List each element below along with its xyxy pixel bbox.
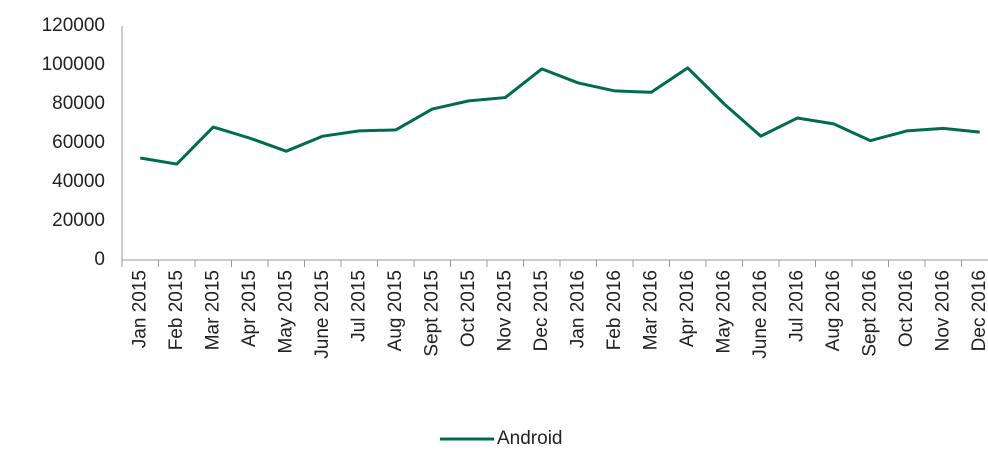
y-tick-label: 40000	[52, 171, 105, 192]
y-tick-label: 20000	[52, 210, 105, 231]
line-series	[140, 66, 980, 166]
x-tick-label: Nov 2015	[494, 270, 515, 351]
x-tick-label: May 2016	[713, 270, 734, 353]
x-tick-label: Apr 2015	[239, 270, 260, 347]
x-tick-label: June 2016	[750, 270, 771, 359]
x-tick-label: Dec 2015	[531, 270, 552, 351]
x-tick-label: Oct 2016	[896, 270, 917, 347]
x-tick-label: Mar 2015	[202, 270, 223, 350]
y-tick-label: 80000	[52, 93, 105, 114]
x-tick-label: Feb 2015	[166, 270, 187, 350]
x-tick-label: Sept 2016	[859, 270, 880, 357]
x-tick-label: Mar 2016	[640, 270, 661, 350]
x-tick-label: Aug 2015	[385, 270, 406, 351]
y-tick-label: 0	[94, 249, 105, 270]
x-tick-label: Aug 2016	[823, 270, 844, 351]
x-tick-label: Jul 2016	[786, 270, 807, 342]
x-tick-label: Feb 2016	[604, 270, 625, 350]
x-tick-label: Sept 2015	[421, 270, 442, 357]
x-tick-label: May 2015	[275, 270, 296, 353]
x-tick-label: Nov 2016	[932, 270, 953, 351]
y-tick-label: 120000	[42, 15, 105, 36]
y-tick-label: 60000	[52, 132, 105, 153]
x-tick-label: Jan 2016	[567, 270, 588, 348]
x-tick-label: Oct 2015	[458, 270, 479, 347]
x-tick-label: Dec 2016	[969, 270, 988, 351]
y-tick-label: 100000	[42, 54, 105, 75]
legend-label: Android	[497, 428, 563, 449]
x-tick-label: Jul 2015	[348, 270, 369, 342]
x-tick-label: June 2015	[312, 270, 333, 359]
x-tick-label: Apr 2016	[677, 270, 698, 347]
x-tick-label: Jan 2015	[129, 270, 150, 348]
